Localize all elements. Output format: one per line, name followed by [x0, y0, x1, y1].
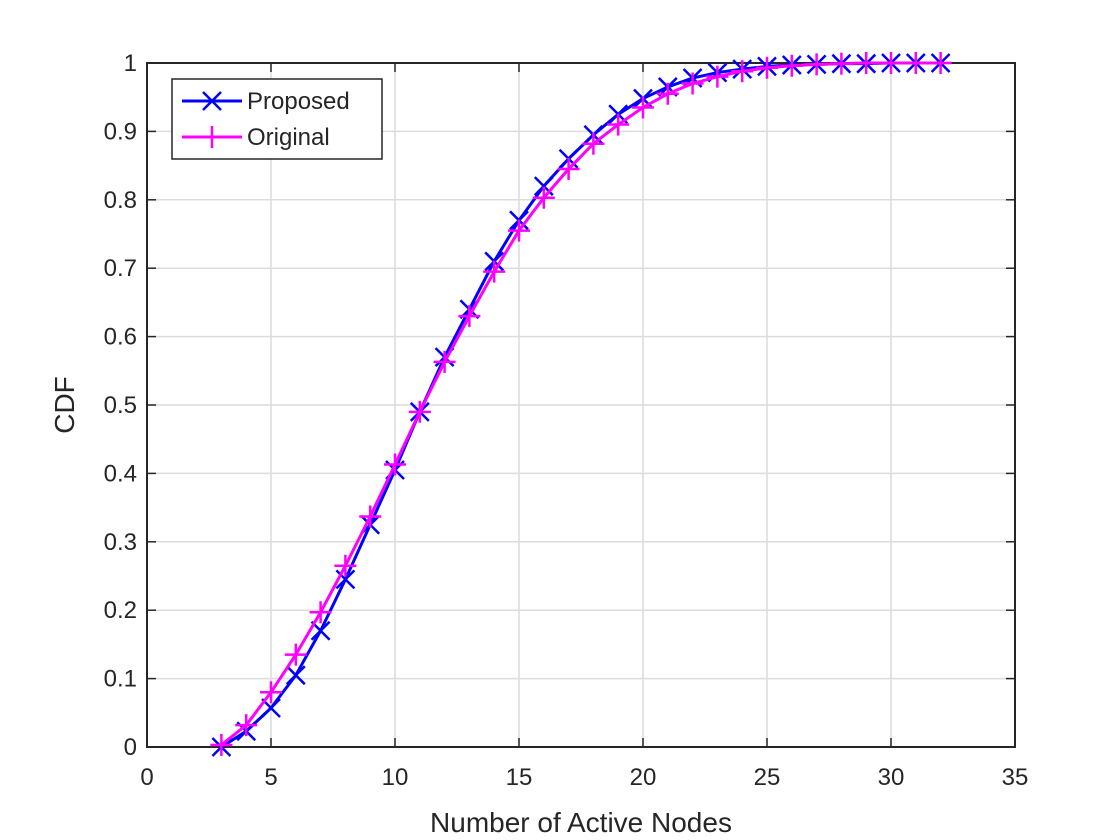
- data-point-original: [830, 52, 853, 75]
- data-point-original: [334, 554, 357, 577]
- legend-label: Original: [247, 124, 330, 151]
- data-point-original: [904, 52, 927, 74]
- data-point-original: [532, 186, 555, 209]
- data-point-original: [309, 601, 332, 624]
- data-point-original: [260, 681, 282, 704]
- data-point-original: [210, 733, 233, 756]
- data-point-original: [359, 505, 382, 528]
- y-tick-label: 0.9: [104, 118, 137, 145]
- data-point-original: [805, 53, 828, 76]
- x-tick-label: 15: [506, 764, 533, 791]
- y-tick-label: 0.3: [104, 529, 137, 556]
- data-point-original: [433, 350, 456, 373]
- data-point-original: [607, 113, 630, 136]
- y-tick-label: 0.7: [104, 255, 137, 282]
- series-original: [210, 52, 952, 756]
- data-point-original: [557, 158, 580, 181]
- x-tick-label: 35: [1002, 764, 1029, 791]
- data-point-original: [780, 54, 803, 77]
- x-tick-label: 10: [382, 764, 409, 791]
- y-tick-label: 0.1: [104, 666, 137, 693]
- data-point-proposed: [285, 665, 306, 686]
- data-point-original: [235, 714, 258, 737]
- axes: 0 5 10 15 20 25 30 35 0 0.1 0.2 0.3 0.4 0.5 0.6 0.7 0.8 0…: [104, 50, 1029, 791]
- x-tick-label: 5: [264, 764, 277, 791]
- data-point-original: [731, 60, 754, 83]
- data-point-original: [656, 82, 679, 105]
- data-point-original: [632, 96, 654, 119]
- y-tick-label: 0.8: [104, 187, 137, 214]
- data-point-proposed-stroke: [261, 698, 281, 718]
- data-point-original: [855, 52, 878, 74]
- y-tick-label: 0.2: [104, 597, 137, 624]
- data-point-original: [483, 260, 506, 283]
- legend-swatch-marker: [201, 126, 223, 148]
- data-point-proposed-stroke: [533, 176, 554, 197]
- y-axis-label: CDF: [49, 376, 80, 434]
- x-tick-label: 20: [630, 764, 657, 791]
- y-tick-label: 1: [124, 50, 137, 77]
- series: [210, 52, 952, 757]
- legend: Proposed Original: [171, 78, 383, 160]
- legend-box: [171, 78, 383, 160]
- data-point-original: [706, 65, 729, 88]
- data-point-original: [756, 56, 778, 79]
- data-point-original: [458, 305, 481, 328]
- y-tick-label: 0.4: [104, 460, 137, 487]
- data-point-original: [408, 400, 431, 423]
- data-point-original: [284, 643, 307, 666]
- y-tick-label: 0.6: [104, 324, 137, 351]
- y-tick-label: 0.5: [104, 392, 137, 419]
- data-point-proposed-stroke: [335, 569, 356, 590]
- data-point-original: [384, 453, 406, 476]
- grid: [147, 63, 1015, 747]
- x-tick-label: 30: [878, 764, 905, 791]
- data-point-original: [681, 72, 704, 95]
- legend-entries: Proposed Original: [182, 88, 350, 151]
- y-tick-label: 0: [124, 734, 137, 761]
- legend-swatch-marker-stroke: [202, 91, 222, 111]
- legend-label: Proposed: [247, 88, 350, 115]
- legend-entry-original: Original: [182, 124, 330, 151]
- data-point-proposed-stroke: [310, 620, 331, 641]
- data-point-original: [508, 219, 530, 242]
- x-axis-label: Number of Active Nodes: [430, 807, 732, 838]
- data-point-original: [880, 52, 902, 74]
- series-line-original: [220, 61, 941, 747]
- data-point-original: [582, 132, 605, 155]
- x-tick-label: 25: [754, 764, 781, 791]
- data-point-proposed-stroke: [285, 665, 306, 686]
- data-point-proposed: [335, 569, 356, 590]
- x-tick-label: 0: [140, 764, 153, 791]
- data-point-original: [929, 52, 952, 74]
- legend-swatch-marker: [202, 91, 222, 111]
- legend-entry-proposed: Proposed: [182, 88, 350, 115]
